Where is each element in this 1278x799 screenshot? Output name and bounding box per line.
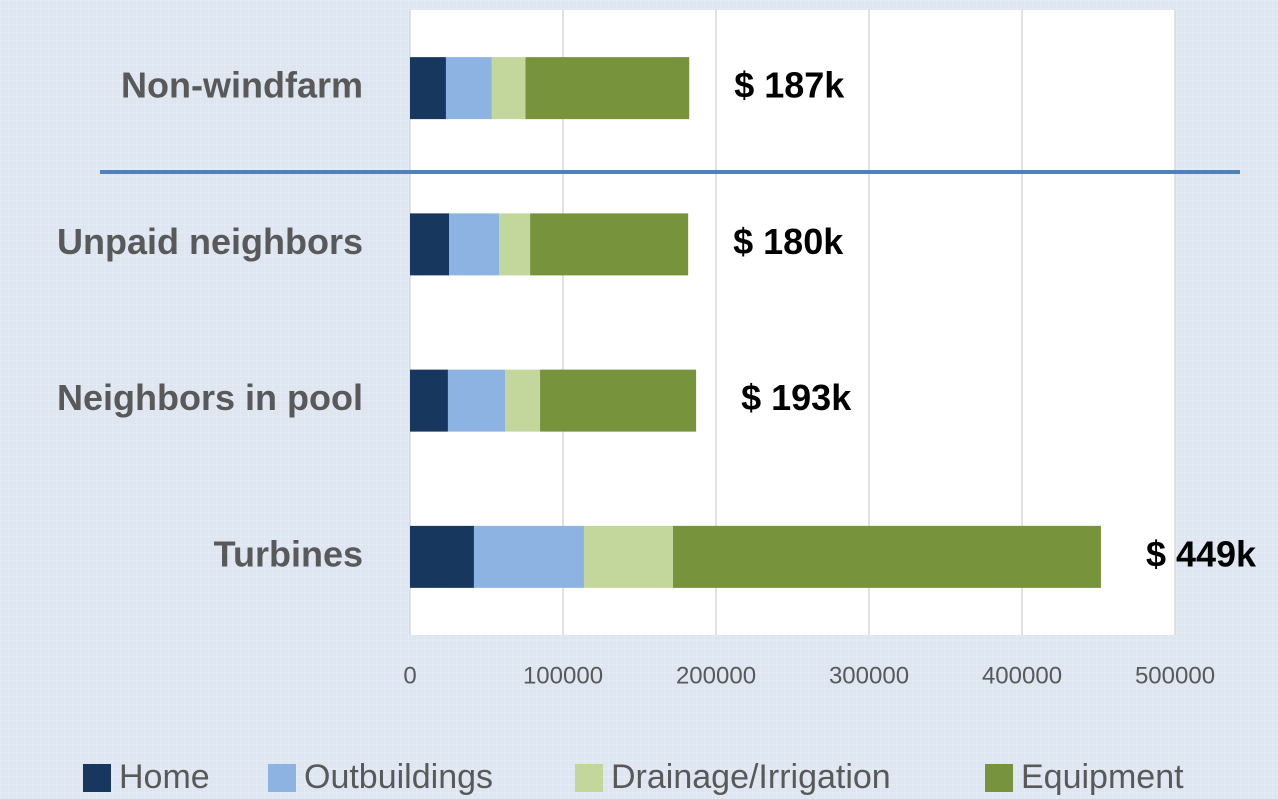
bar-segment (410, 525, 474, 588)
bar-segment (499, 213, 531, 276)
legend-swatch (985, 764, 1013, 792)
category-label: Unpaid neighbors (57, 221, 363, 262)
x-tick-label: 100000 (523, 662, 603, 689)
bar-segment (540, 369, 697, 432)
x-tick-label: 300000 (829, 662, 909, 689)
bar-segment (473, 525, 584, 588)
bar-segment (505, 369, 541, 432)
legend-label: Drainage/Irrigation (611, 758, 891, 796)
bar-segment (449, 213, 500, 276)
total-label: $ 187k (734, 65, 845, 106)
legend-swatch (268, 764, 296, 792)
bar-segment (447, 369, 506, 432)
bar-segment (530, 213, 689, 276)
bar-segment (410, 213, 450, 276)
category-label: Neighbors in pool (57, 377, 363, 418)
x-tick-label: 0 (403, 662, 416, 689)
bar-segment (491, 57, 526, 120)
x-tick-label: 200000 (676, 662, 756, 689)
bar-segment (525, 57, 690, 120)
bar-segment (410, 57, 446, 120)
bar-segment (445, 57, 492, 120)
total-label: $ 449k (1146, 533, 1257, 574)
legend-swatch (83, 764, 111, 792)
legend-swatch (575, 764, 603, 792)
bar-segment (673, 525, 1101, 588)
category-label: Non-windfarm (121, 65, 363, 106)
total-label: $ 193k (741, 377, 852, 418)
category-label: Turbines (214, 533, 363, 574)
legend-label: Outbuildings (304, 758, 493, 796)
x-tick-label: 500000 (1135, 662, 1215, 689)
legend-label: Equipment (1021, 758, 1184, 796)
x-tick-label: 400000 (982, 662, 1062, 689)
legend-label: Home (119, 758, 210, 796)
bar-segment (410, 369, 448, 432)
total-label: $ 180k (733, 221, 844, 262)
bar-segment (583, 525, 674, 588)
